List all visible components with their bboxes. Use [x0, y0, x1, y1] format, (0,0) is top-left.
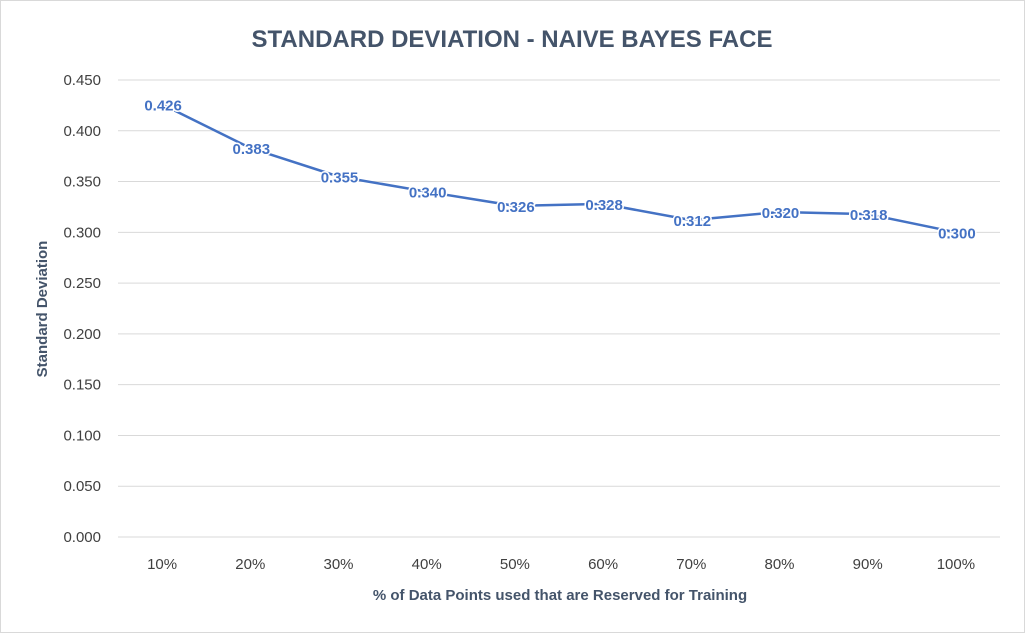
data-label: 0.355 [321, 169, 359, 186]
y-tick-label: 0.450 [63, 72, 101, 89]
x-tick-label: 100% [937, 556, 975, 573]
y-tick-label: 0.150 [63, 377, 101, 394]
x-tick-label: 80% [764, 556, 794, 573]
x-axis-ticks: 10% 20% 30% 40% 50% 60% 70% 80% 90% 100% [147, 556, 975, 573]
x-tick-label: 20% [235, 556, 265, 573]
data-label: 0.328 [585, 197, 623, 214]
y-tick-label: 0.400 [63, 123, 101, 140]
x-tick-label: 90% [853, 556, 883, 573]
data-label: 0.383 [233, 141, 271, 158]
data-label: 0.312 [674, 213, 712, 230]
series-layer [160, 103, 958, 234]
x-tick-label: 70% [676, 556, 706, 573]
x-axis-title: % of Data Points used that are Reserved … [373, 587, 747, 604]
y-tick-label: 0.300 [63, 224, 101, 241]
y-tick-label: 0.050 [63, 478, 101, 495]
x-tick-label: 50% [500, 556, 530, 573]
series-line [160, 103, 958, 234]
data-label: 0.320 [762, 205, 800, 222]
gridlines [118, 79, 1000, 538]
chart-title: STANDARD DEVIATION - NAIVE BAYES FACE [252, 26, 773, 53]
data-label: 0.326 [497, 199, 535, 216]
data-label: 0.318 [850, 207, 888, 224]
y-tick-label: 0.100 [63, 427, 101, 444]
y-tick-label: 0.000 [63, 529, 101, 546]
y-axis-ticks: 0.000 0.050 0.100 0.150 0.200 0.250 0.300 0.350… [63, 72, 101, 546]
data-labels: 0.426 0.383 0.355 0.340 0.326 0.328 0.312 0.320… [143, 96, 977, 244]
x-tick-label: 60% [588, 556, 618, 573]
y-tick-label: 0.200 [63, 326, 101, 343]
y-axis-title: Standard Deviation [34, 241, 51, 378]
data-label: 0.340 [409, 185, 447, 202]
y-tick-label: 0.350 [63, 174, 101, 191]
data-label: 0.426 [144, 97, 182, 114]
y-tick-label: 0.250 [63, 275, 101, 292]
x-tick-label: 30% [323, 556, 353, 573]
x-tick-label: 10% [147, 556, 177, 573]
data-label: 0.300 [938, 225, 976, 242]
x-tick-label: 40% [412, 556, 442, 573]
